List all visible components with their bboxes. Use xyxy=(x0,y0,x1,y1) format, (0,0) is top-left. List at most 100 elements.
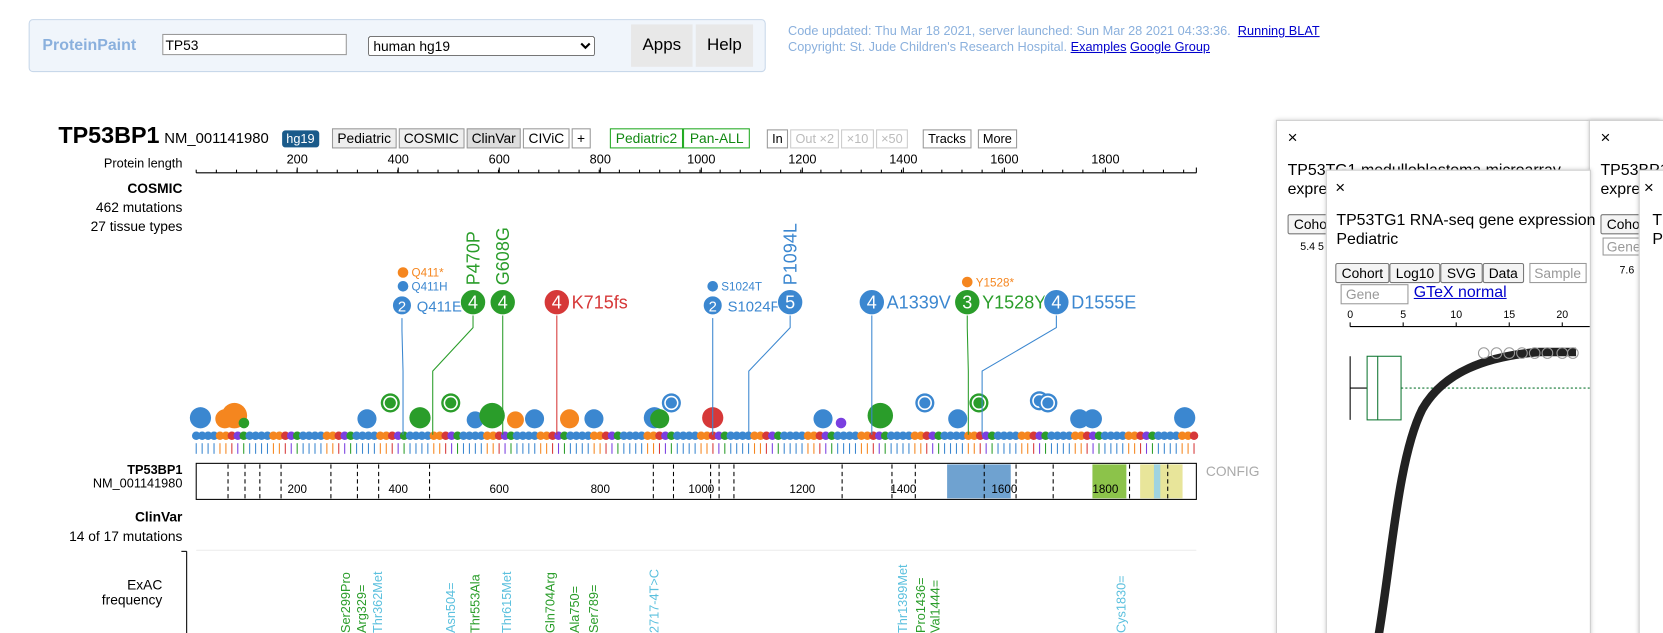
mutation-dot xyxy=(518,431,528,441)
cohort-button[interactable]: Coho xyxy=(1600,214,1647,235)
cohort-button[interactable]: Cohort xyxy=(1335,262,1390,284)
mutation-dot xyxy=(257,431,266,441)
mutation-dot xyxy=(1017,431,1027,441)
sample-input[interactable]: Sample xyxy=(1528,262,1587,284)
variant-label: Ser789= xyxy=(586,585,601,633)
mutation-dot xyxy=(898,431,908,441)
data-button[interactable]: Data xyxy=(1482,262,1525,284)
mutation-dot xyxy=(946,431,955,441)
domain-tick-label: 1200 xyxy=(789,483,815,496)
box xyxy=(1366,355,1402,421)
brand[interactable]: ProteinPaint xyxy=(42,36,137,55)
mutation-dot xyxy=(435,431,444,441)
mutation-dot xyxy=(1011,431,1021,441)
mutation-dot xyxy=(964,431,973,441)
mutation-dot xyxy=(928,431,937,441)
mutation-dot xyxy=(245,431,254,441)
cohort-button[interactable]: Coho xyxy=(1287,214,1334,235)
mutation-label: Q411E xyxy=(417,300,462,316)
expression-plot: 0510152025303540 xyxy=(1347,309,1590,633)
track-button[interactable]: + xyxy=(571,128,591,149)
mutation-dot xyxy=(690,431,700,441)
lollipop-head xyxy=(776,288,804,316)
menu-button[interactable]: More xyxy=(977,129,1018,149)
lollipop-head xyxy=(702,295,723,316)
axis-tick-label: 1200 xyxy=(788,151,816,166)
mutation-dot xyxy=(1148,431,1157,441)
apps-button[interactable]: Apps xyxy=(631,24,693,67)
mutation-dot xyxy=(886,431,896,441)
close-button[interactable]: × xyxy=(1287,129,1298,148)
mutation-dot xyxy=(791,431,801,441)
close-button[interactable]: × xyxy=(1600,129,1611,148)
mutation-dot xyxy=(1124,431,1133,441)
close-button[interactable]: × xyxy=(1643,179,1654,198)
mutation-dot xyxy=(1088,431,1098,441)
mutation-dot xyxy=(952,431,961,441)
title-line: expre xyxy=(1287,180,1328,199)
dataset-button[interactable]: Pediatric2 xyxy=(609,128,684,149)
svg-button[interactable]: SVG xyxy=(1440,262,1483,284)
zoom-button[interactable]: ×50 xyxy=(875,129,909,149)
lollipop-head xyxy=(858,288,886,316)
mutation-dot xyxy=(479,402,505,429)
mutation-dot xyxy=(696,431,706,441)
mutation-dot xyxy=(1160,431,1169,441)
help-button[interactable]: Help xyxy=(695,24,754,67)
mutation-dot xyxy=(572,431,581,441)
zoom-button[interactable]: Out ×2 xyxy=(790,129,840,149)
mutation-dot xyxy=(482,431,492,441)
search-input[interactable] xyxy=(162,33,347,56)
mutation-label: D1555E xyxy=(1071,293,1136,313)
examples-link[interactable]: Examples xyxy=(1070,39,1127,55)
menu-button[interactable]: Tracks xyxy=(922,129,972,149)
mutation-label: S1024T xyxy=(721,281,762,294)
mutation-dot xyxy=(958,431,967,441)
group-link[interactable]: Google Group xyxy=(1130,39,1210,55)
track-button[interactable]: COSMIC xyxy=(398,128,465,149)
mutation-dot xyxy=(310,431,320,441)
mutation-dot xyxy=(756,431,765,441)
genome-select[interactable]: human hg19 xyxy=(368,36,595,57)
variant-label: Thr1399Met xyxy=(895,564,910,633)
panel-title: TlPe xyxy=(1652,211,1663,249)
mutation-dot xyxy=(684,431,694,441)
mutation-dot xyxy=(316,431,326,441)
panel-far: × TlPe xyxy=(1638,169,1663,633)
track-button[interactable]: ClinVar xyxy=(466,128,522,149)
log-button[interactable]: Log10 xyxy=(1389,262,1441,284)
mutation-dot xyxy=(970,431,979,441)
blat-link[interactable]: Running BLAT xyxy=(1237,23,1320,39)
mutation-label: P1094L xyxy=(781,223,801,285)
mutation-dot xyxy=(334,431,343,441)
mutation-label: K715fs xyxy=(572,293,628,313)
mutation-dot xyxy=(530,431,539,441)
mutation-dot xyxy=(714,431,724,441)
gtex-link[interactable]: GTeX normal xyxy=(1413,283,1507,302)
mutation-dot xyxy=(987,431,997,441)
mutation-dot xyxy=(393,431,403,441)
mutation-dot xyxy=(726,431,735,441)
outlier xyxy=(1477,347,1490,359)
mutation-dot xyxy=(578,431,587,441)
mutation-dot xyxy=(328,431,338,441)
dataset-button[interactable]: Pan-ALL xyxy=(683,128,750,149)
transcript: NM_001141980 xyxy=(93,476,183,491)
track-button[interactable]: Pediatric xyxy=(332,128,397,149)
mutation-dot xyxy=(322,431,332,441)
gene-symbol: TP53BP1 xyxy=(127,462,182,477)
mutation-dot xyxy=(1029,431,1038,441)
mutation-dot xyxy=(661,431,670,441)
mutation-dot xyxy=(1082,409,1102,429)
mutation-dot xyxy=(203,431,213,441)
protein-view: Protein length 200 400 600 800 1000 1200 1400 16… xyxy=(69,151,1259,633)
header-bar: ProteinPaint human hg19 Apps Help xyxy=(28,19,766,73)
zoom-button[interactable]: ×10 xyxy=(841,129,874,149)
track-button[interactable]: CIViC xyxy=(523,128,570,149)
close-button[interactable]: × xyxy=(1335,179,1346,198)
zoom-button[interactable]: In xyxy=(766,129,789,149)
mutation-dot xyxy=(867,402,894,429)
mutation-count: 2 xyxy=(709,300,717,316)
mutation-dot xyxy=(1189,431,1199,441)
gene-input[interactable]: Gene xyxy=(1340,284,1409,305)
